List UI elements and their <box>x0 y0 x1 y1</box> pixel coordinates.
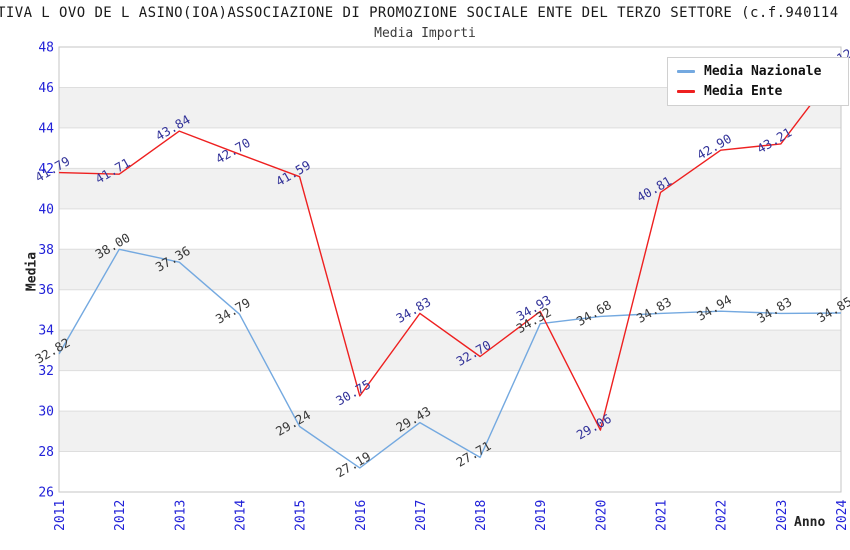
plot-border <box>58 46 842 493</box>
plot-band <box>59 249 841 290</box>
y-tick-label: 34 <box>38 324 54 339</box>
y-tick-label: 38 <box>38 243 54 258</box>
x-tick-label: 2011 <box>53 500 68 531</box>
legend-item-media-nazionale: Media Nazionale <box>677 64 848 79</box>
x-tick-label: 2021 <box>655 500 670 531</box>
chart-subtitle: Media Importi <box>374 26 476 41</box>
x-axis-title: Anno <box>794 515 826 530</box>
plot-band <box>59 330 841 371</box>
legend: Media Nazionale Media Ente <box>667 57 849 106</box>
y-tick-label: 32 <box>38 364 54 379</box>
legend-label: Media Nazionale <box>704 64 822 79</box>
plot-band <box>59 168 841 209</box>
page-title: TIVA L OVO DE L ASINO(IOA)ASSOCIAZIONE D… <box>0 5 839 21</box>
plot-band <box>59 411 841 452</box>
x-tick-label: 2019 <box>534 500 549 531</box>
legend-label: Media Ente <box>704 84 783 99</box>
plot-band <box>59 451 841 492</box>
y-axis-title: Media <box>24 251 40 292</box>
plot-band <box>59 289 841 331</box>
x-tick-label: 2016 <box>354 500 369 531</box>
y-tick-label: 40 <box>38 202 54 217</box>
y-tick-label: 42 <box>38 162 54 177</box>
x-tick-label: 2013 <box>173 500 188 531</box>
x-tick-label: 2018 <box>474 500 489 531</box>
series-line-media-nazionale <box>58 248 842 469</box>
legend-swatch-media-nazionale-icon <box>677 70 695 73</box>
x-tick-label: 2023 <box>775 500 790 531</box>
x-tick-label: 2012 <box>113 500 128 531</box>
y-tick-label: 28 <box>38 445 54 460</box>
y-tick-label: 44 <box>38 121 54 136</box>
plot-band <box>59 370 841 412</box>
plot-band <box>59 208 841 250</box>
x-tick-label: 2022 <box>715 500 730 531</box>
y-tick-label: 26 <box>38 486 54 501</box>
x-tick-label: 2014 <box>233 500 248 531</box>
y-tick-label: 30 <box>38 405 54 420</box>
x-tick-label: 2024 <box>835 500 850 531</box>
y-tick-label: 48 <box>38 41 54 56</box>
y-tick-label: 36 <box>38 283 54 298</box>
y-tick-label: 46 <box>38 81 54 96</box>
x-tick-label: 2015 <box>294 500 309 531</box>
legend-item-media-ente: Media Ente <box>677 84 848 99</box>
legend-swatch-media-ente-icon <box>677 90 695 93</box>
x-tick-label: 2020 <box>594 500 609 531</box>
x-tick-label: 2017 <box>414 500 429 531</box>
series-line-media-ente <box>58 64 842 431</box>
